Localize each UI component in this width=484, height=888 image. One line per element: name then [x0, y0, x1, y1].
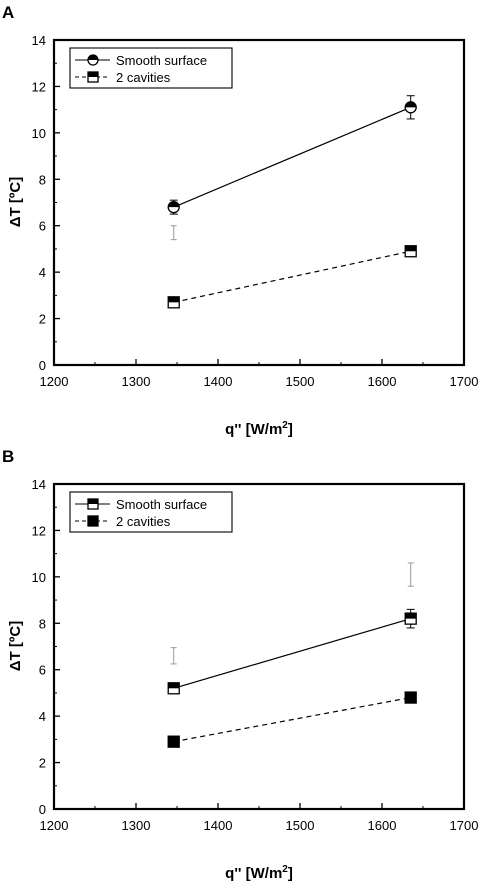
y-tick-label: 10	[32, 570, 46, 585]
x-tick-label: 1600	[368, 374, 397, 389]
y-tick-label: 8	[39, 616, 46, 631]
data-point-marker	[167, 735, 180, 748]
panel-b: B 1200 1300 1400 1500 1600 1700 0 2 4 6 8 10 12 14 Sm…	[2, 447, 478, 882]
y-tick-label: 2	[39, 756, 46, 771]
x-tick-label: 1400	[204, 818, 233, 833]
legend-entry: 2 cavities	[116, 70, 171, 85]
tick-group: 1200 1300 1400 1500 1600 1700 0 2 4 6 8 10 12 14	[32, 477, 479, 833]
legend: Smooth surface 2 cavities	[69, 491, 233, 533]
y-tick-label: 6	[39, 219, 46, 234]
x-tick-label: 1200	[40, 818, 69, 833]
y-tick-label: 4	[39, 709, 46, 724]
y-tick-label: 0	[39, 802, 46, 817]
x-tick-label: 1500	[286, 374, 315, 389]
data-point-marker-fill	[405, 613, 417, 619]
data-point-marker-fill	[168, 201, 180, 208]
x-tick-label: 1700	[450, 818, 479, 833]
series-line	[173, 696, 411, 743]
legend-entry: 2 cavities	[116, 514, 171, 529]
data-point-marker	[87, 515, 99, 527]
panel-letter: A	[2, 3, 14, 22]
tick-group: 1200 1300 1400 1500 1600 1700 0 2 4 6 8 10 12 14	[32, 33, 479, 389]
y-tick-label: 4	[39, 265, 46, 280]
series-line	[173, 106, 411, 208]
legend: Smooth surface 2 cavities	[69, 47, 233, 89]
x-axis-label: q'' [W/m2]	[225, 864, 293, 882]
data-point-marker-fill	[168, 296, 180, 303]
x-tick-label: 1500	[286, 818, 315, 833]
data-point-marker-fill	[168, 682, 180, 689]
y-tick-label: 6	[39, 663, 46, 678]
y-tick-label: 12	[32, 523, 46, 538]
series-line	[173, 618, 411, 689]
data-point-marker	[404, 691, 417, 704]
panel-letter: B	[2, 447, 14, 466]
x-tick-label: 1400	[204, 374, 233, 389]
x-tick-label: 1200	[40, 374, 69, 389]
plot-frame	[52, 482, 466, 811]
y-tick-label: 10	[32, 126, 46, 141]
x-tick-label: 1600	[368, 818, 397, 833]
panel-a: A 1200 1300 1400 1500 1600 1700 0 2 4 6 8 10 12 14 Sm…	[2, 3, 478, 438]
x-tick-label: 1300	[122, 818, 151, 833]
y-axis-label: ΔT [ºC]	[7, 621, 24, 671]
x-tick-label: 1700	[450, 374, 479, 389]
y-tick-label: 14	[32, 33, 46, 48]
y-tick-label: 12	[32, 79, 46, 94]
x-axis-label: q'' [W/m2]	[225, 420, 293, 438]
x-tick-label: 1300	[122, 374, 151, 389]
series-line	[173, 250, 411, 303]
y-axis-label: ΔT [ºC]	[7, 177, 24, 227]
series-group	[167, 562, 417, 748]
data-point-marker-fill	[405, 245, 417, 252]
legend-entry: Smooth surface	[116, 53, 207, 68]
data-point-marker-fill	[88, 55, 98, 60]
y-tick-label: 14	[32, 477, 46, 492]
legend-entry: Smooth surface	[116, 497, 207, 512]
data-point-marker-fill	[88, 72, 98, 77]
y-tick-label: 2	[39, 312, 46, 327]
y-tick-label: 8	[39, 172, 46, 187]
plot-frame	[52, 38, 466, 367]
series-group	[167, 95, 417, 309]
data-point-marker-fill	[88, 499, 98, 504]
data-point-marker-fill	[405, 101, 417, 108]
y-tick-label: 0	[39, 358, 46, 373]
